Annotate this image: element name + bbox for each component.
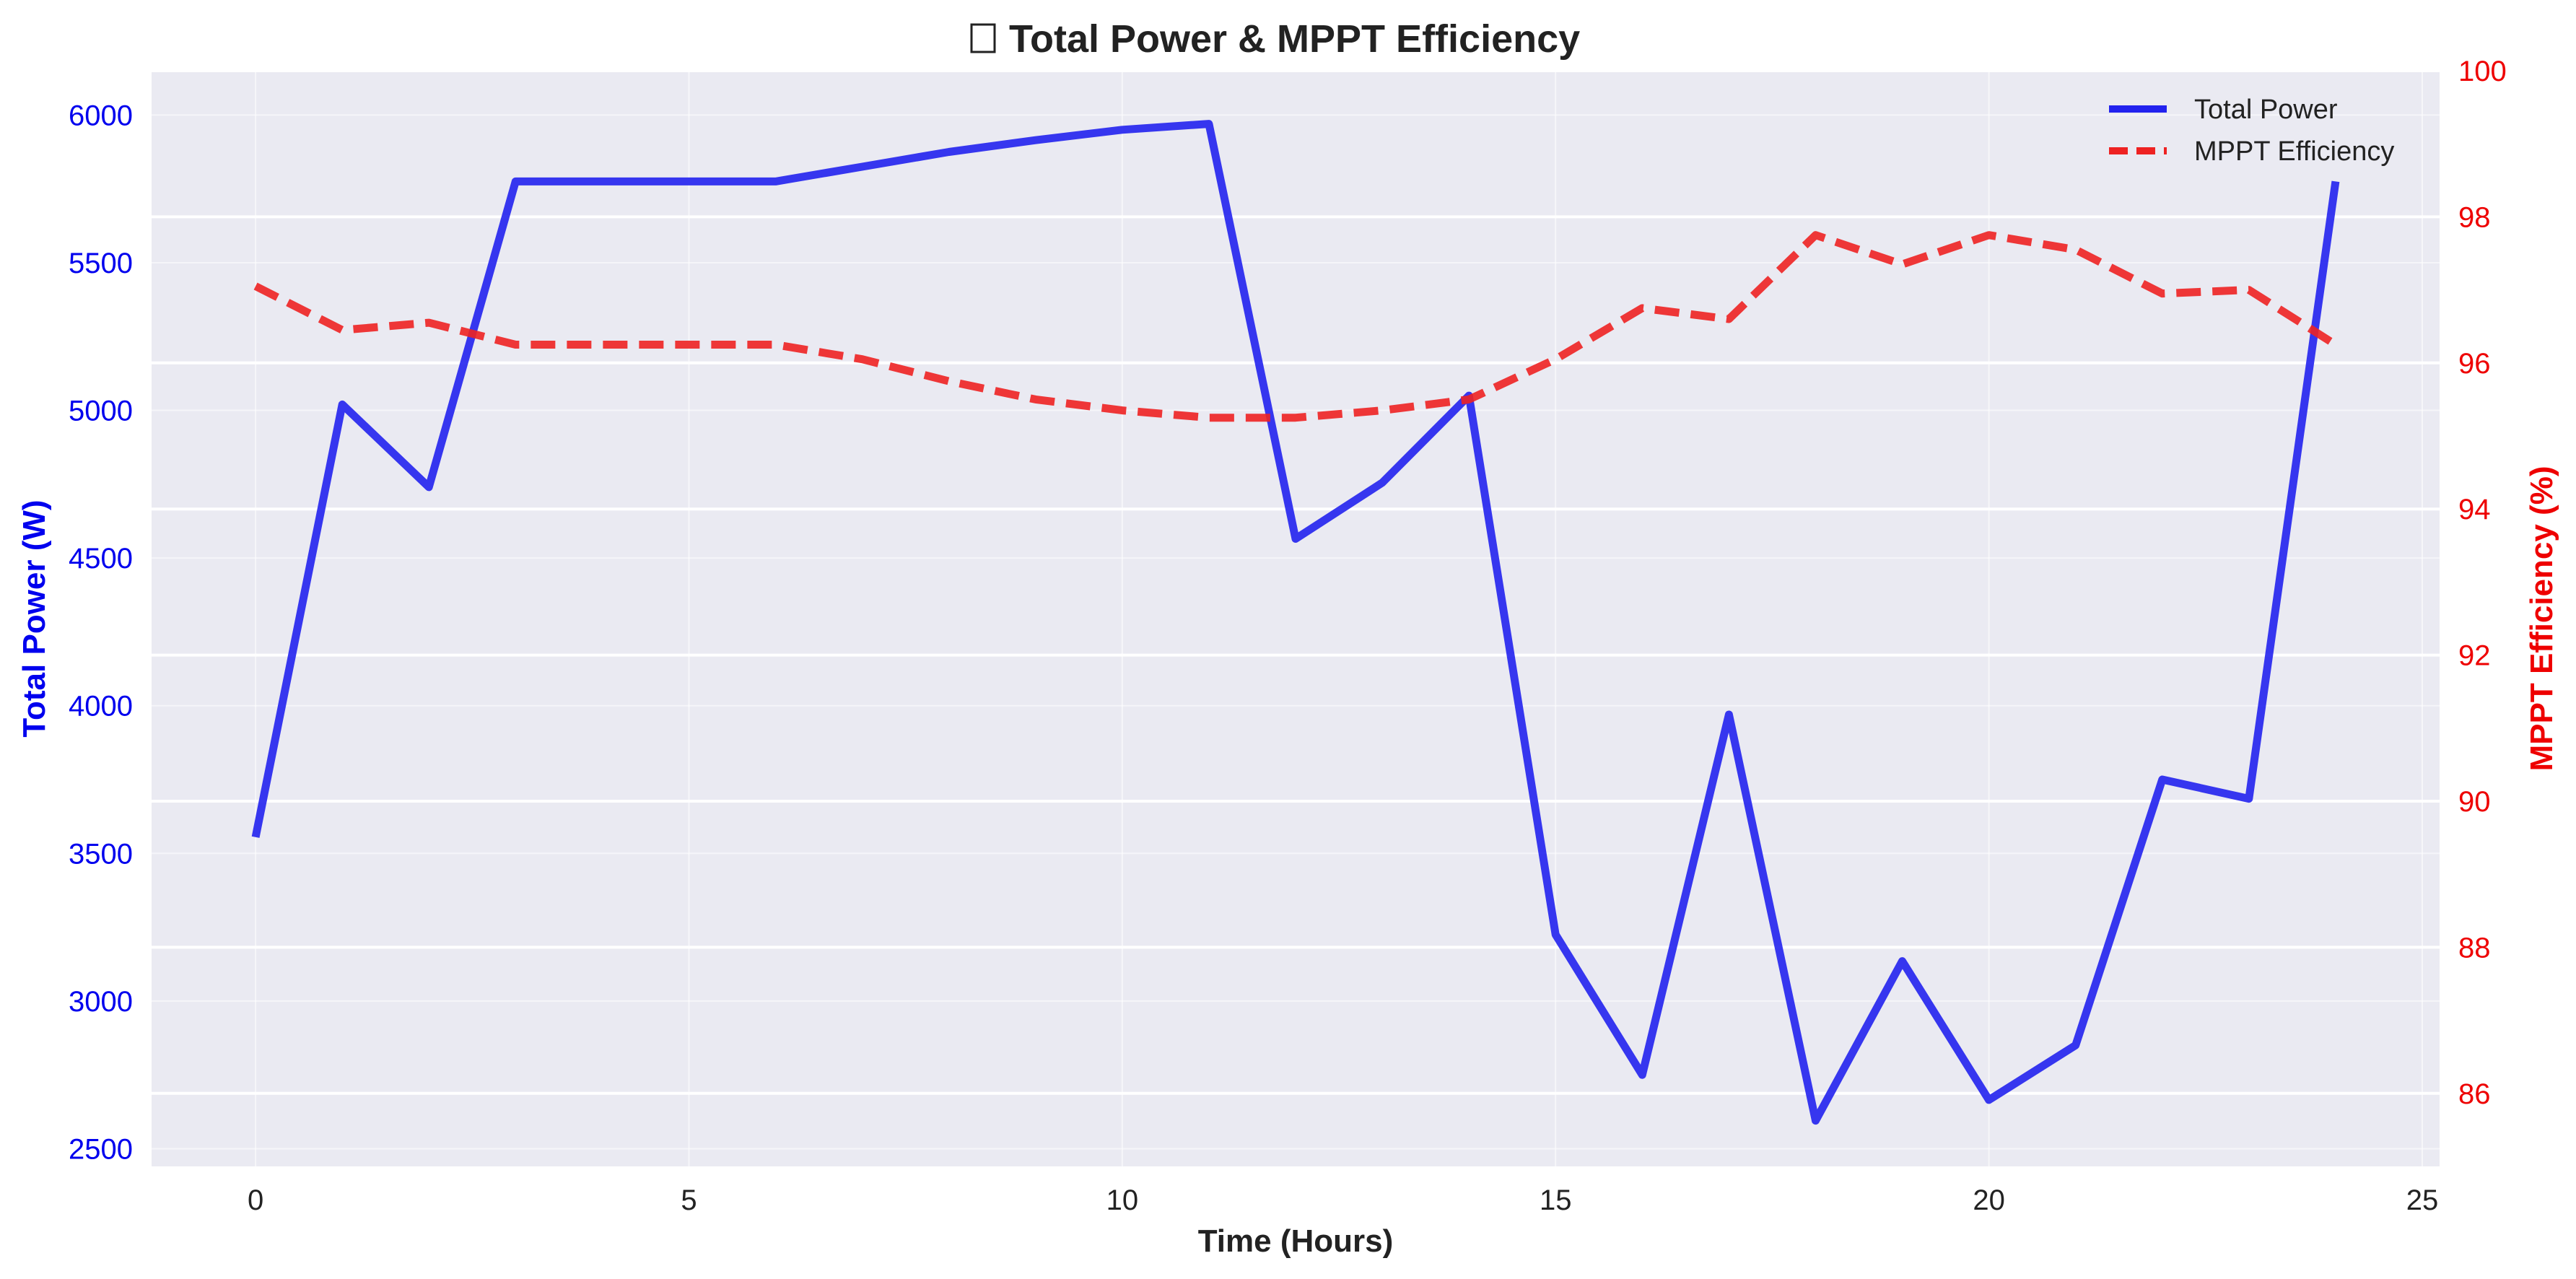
- x-tick-label: 5: [681, 1184, 697, 1216]
- series-line-total-power: [251, 120, 2340, 1125]
- right-y-tick-label: 88: [2458, 932, 2491, 964]
- grid: [152, 69, 2440, 1166]
- right-y-tick-label: 96: [2458, 348, 2491, 380]
- title-text: Total Power & MPPT Efficiency: [1009, 17, 1580, 61]
- right-y-tick-label: 94: [2458, 494, 2491, 525]
- plot-area: [152, 71, 2440, 1166]
- left-y-tick-label: 3500: [69, 838, 133, 870]
- right-y-tick-label: 100: [2458, 56, 2507, 87]
- legend: Total Power MPPT Efficiency: [2109, 95, 2394, 167]
- left-y-tick-label: 4500: [69, 543, 133, 575]
- right-y-tick-label: 90: [2458, 786, 2491, 818]
- x-tick-label: 25: [2406, 1184, 2439, 1216]
- chart-title: Total Power & MPPT Efficiency: [970, 17, 1580, 61]
- series-layer: [251, 120, 2340, 1125]
- legend-label-total-power: Total Power: [2194, 95, 2338, 125]
- series-line-mppt-efficiency: [253, 231, 2338, 422]
- left-y-tick-label: 3000: [69, 986, 133, 1018]
- left-y-tick-label: 6000: [69, 100, 133, 131]
- left-y-tick-label: 5500: [69, 248, 133, 279]
- legend-label-mppt-efficiency: MPPT Efficiency: [2194, 136, 2394, 167]
- x-tick-label: 15: [1540, 1184, 1572, 1216]
- title-icon: [970, 23, 996, 53]
- left-y-axis-label: Total Power (W): [17, 499, 52, 737]
- x-axis-label: Time (Hours): [1198, 1223, 1394, 1259]
- right-y-tick-label: 86: [2458, 1078, 2491, 1110]
- x-tick-label: 0: [248, 1184, 263, 1216]
- right-y-tick-label: 98: [2458, 201, 2491, 233]
- ticks: 0 5 10 15 20 25 2500 3000 3500 4000 4500 5000 5500 60…: [69, 56, 2507, 1216]
- right-y-axis-label: MPPT Efficiency (%): [2524, 466, 2559, 772]
- x-tick-label: 10: [1106, 1184, 1139, 1216]
- left-y-tick-label: 5000: [69, 396, 133, 427]
- x-tick-label: 20: [1973, 1184, 2005, 1216]
- right-y-tick-label: 92: [2458, 640, 2491, 672]
- left-y-tick-label: 2500: [69, 1133, 133, 1165]
- left-y-tick-label: 4000: [69, 691, 133, 723]
